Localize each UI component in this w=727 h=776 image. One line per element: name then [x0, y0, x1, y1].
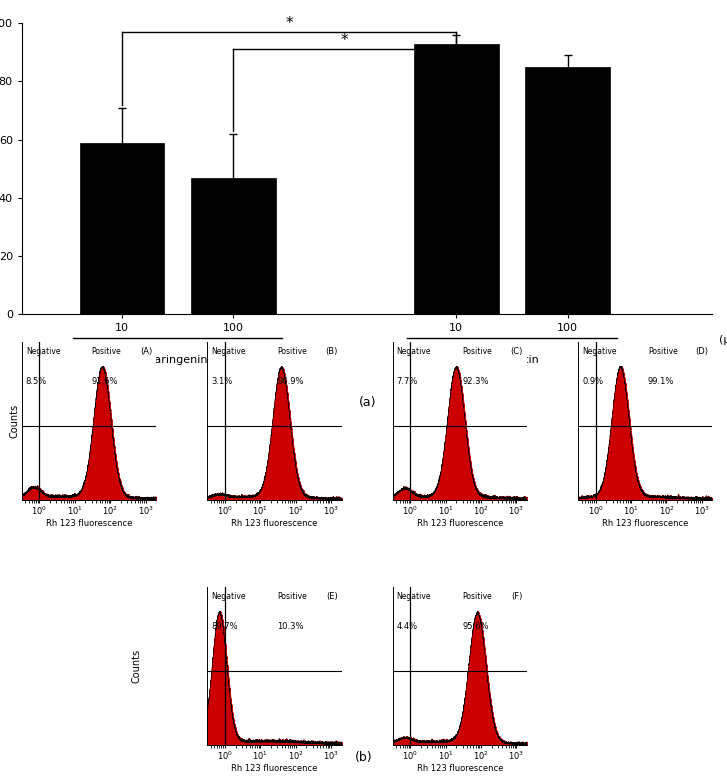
- Text: 4.4%: 4.4%: [397, 622, 418, 631]
- Text: Positive: Positive: [462, 591, 492, 601]
- Text: Positive: Positive: [92, 347, 121, 355]
- Text: Negative: Negative: [397, 347, 431, 355]
- Text: 7.7%: 7.7%: [397, 377, 418, 386]
- Text: 10.3%: 10.3%: [277, 622, 304, 631]
- Text: (a): (a): [358, 396, 376, 409]
- Text: (E): (E): [326, 591, 337, 601]
- Bar: [414, 43, 499, 314]
- X-axis label: Rh 123 fluorescence: Rh 123 fluorescence: [417, 519, 503, 528]
- Text: Positive: Positive: [277, 591, 307, 601]
- Text: Negative: Negative: [397, 591, 431, 601]
- Text: 0.9%: 0.9%: [582, 377, 603, 386]
- Text: (b): (b): [355, 751, 372, 764]
- X-axis label: Rh 123 fluorescence: Rh 123 fluorescence: [231, 764, 318, 774]
- Bar: [526, 67, 610, 314]
- X-axis label: Rh 123 fluorescence: Rh 123 fluorescence: [231, 519, 318, 528]
- X-axis label: Rh 123 fluorescence: Rh 123 fluorescence: [46, 519, 132, 528]
- Text: Positive: Positive: [648, 347, 678, 355]
- Text: (D): (D): [696, 347, 708, 355]
- Text: Naringenin: Naringenin: [147, 355, 209, 365]
- Text: 92.3%: 92.3%: [462, 377, 489, 386]
- Text: *: *: [341, 33, 349, 48]
- Text: *: *: [285, 16, 293, 30]
- Text: Positive: Positive: [462, 347, 492, 355]
- Text: (A): (A): [140, 347, 152, 355]
- Bar: [80, 143, 164, 314]
- Text: Negative: Negative: [212, 591, 246, 601]
- Text: (B): (B): [325, 347, 337, 355]
- Text: Negative: Negative: [582, 347, 616, 355]
- X-axis label: Rh 123 fluorescence: Rh 123 fluorescence: [417, 764, 503, 774]
- Text: Counts: Counts: [131, 649, 141, 683]
- Text: 99.1%: 99.1%: [648, 377, 675, 386]
- Text: 95.6%: 95.6%: [462, 622, 489, 631]
- Text: Negative: Negative: [212, 347, 246, 355]
- Y-axis label: Counts: Counts: [9, 404, 19, 438]
- Text: (μM): (μM): [720, 334, 727, 345]
- Text: 3.1%: 3.1%: [212, 377, 233, 386]
- Text: Quercetin: Quercetin: [485, 355, 539, 365]
- Text: Negative: Negative: [26, 347, 60, 355]
- X-axis label: Rh 123 fluorescence: Rh 123 fluorescence: [602, 519, 688, 528]
- Text: (C): (C): [510, 347, 523, 355]
- Text: 89.7%: 89.7%: [212, 622, 238, 631]
- Text: (F): (F): [512, 591, 523, 601]
- Text: 91.6%: 91.6%: [92, 377, 119, 386]
- Text: 8.5%: 8.5%: [26, 377, 47, 386]
- Bar: [191, 178, 276, 314]
- Text: Positive: Positive: [277, 347, 307, 355]
- Text: 96.9%: 96.9%: [277, 377, 304, 386]
